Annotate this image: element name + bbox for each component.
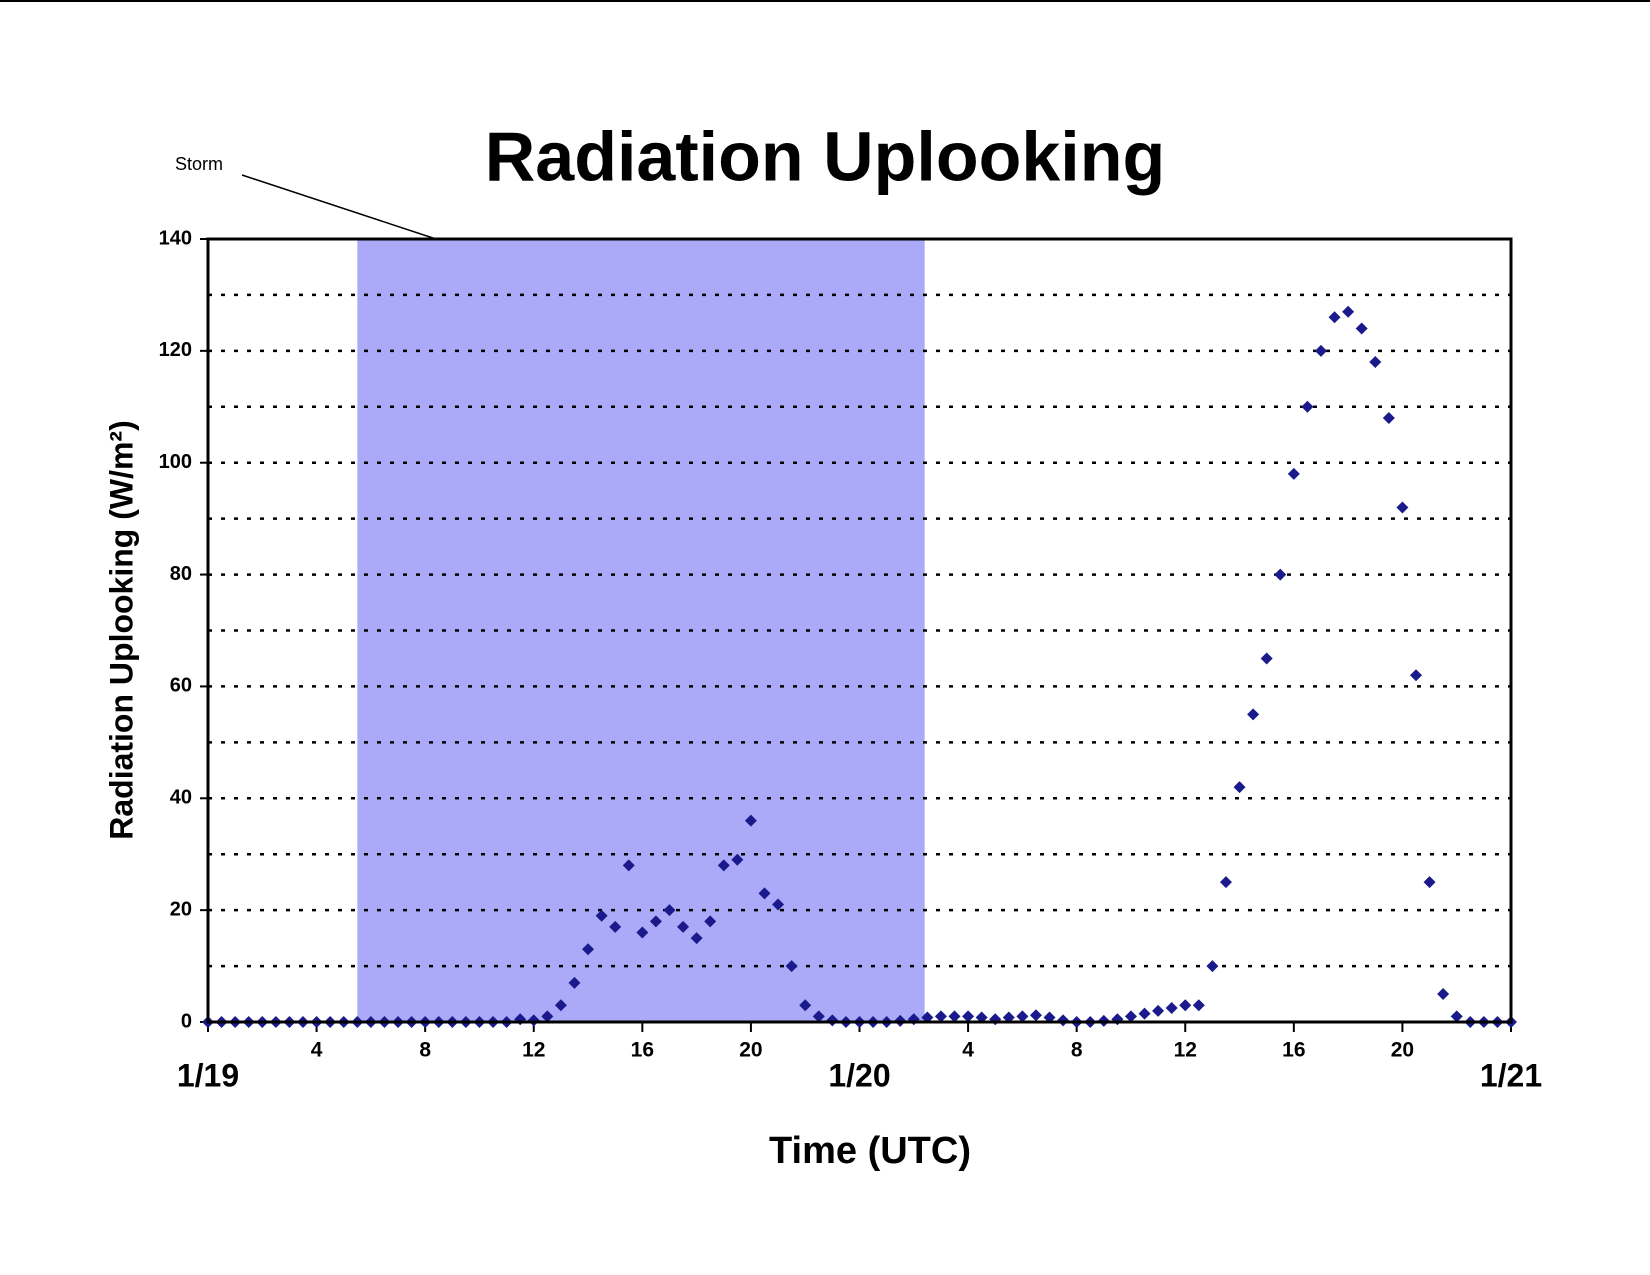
x-tick-label: 4: [311, 1039, 323, 1062]
data-point: [1233, 781, 1246, 794]
data-point: [1437, 988, 1450, 1001]
data-point: [554, 999, 567, 1012]
data-point: [1369, 356, 1382, 369]
x-tick-label: 12: [522, 1039, 545, 1062]
data-point: [1247, 708, 1260, 721]
x-date-label: 1/20: [828, 1057, 890, 1093]
x-tick-label: 8: [419, 1039, 431, 1062]
plot-frame: [206, 237, 1513, 1024]
data-point: [568, 976, 581, 989]
data-point: [717, 859, 730, 872]
x-tick-label: 20: [1391, 1039, 1414, 1062]
data-point: [663, 904, 676, 917]
data-point: [636, 926, 649, 939]
data-point: [1260, 652, 1273, 665]
data-point: [744, 814, 757, 827]
data-point: [758, 887, 771, 900]
data-point: [1355, 322, 1368, 335]
x-tick-label: 16: [631, 1039, 654, 1062]
y-tick-label: 40: [170, 787, 192, 809]
chart-title: Radiation Uplooking: [485, 117, 1166, 195]
data-point: [622, 859, 635, 872]
y-tick-label: 60: [170, 675, 192, 697]
data-point: [1029, 1009, 1042, 1022]
data-point: [799, 999, 812, 1012]
data-point: [690, 932, 703, 945]
data-point: [1450, 1010, 1463, 1023]
data-point: [1057, 1014, 1070, 1027]
x-tick-label: 20: [739, 1039, 762, 1062]
x-axis-title: Time (UTC): [769, 1130, 971, 1172]
annotation-text: Storm: [175, 154, 223, 174]
data-point: [785, 960, 798, 973]
data-point: [704, 915, 717, 928]
y-tick-label: 120: [159, 339, 192, 361]
data-point: [772, 898, 785, 911]
data-point: [1206, 960, 1219, 973]
x-tick-label: 16: [1282, 1039, 1305, 1062]
data-point: [1301, 400, 1314, 413]
data-point: [1423, 876, 1436, 889]
data-point: [731, 853, 744, 866]
data-point: [812, 1010, 825, 1023]
annotation-leader: [241, 174, 437, 240]
x-tick-label: 8: [1071, 1039, 1083, 1062]
data-point: [1192, 999, 1205, 1012]
data-point: [1314, 344, 1327, 357]
y-tick-label: 20: [170, 898, 192, 920]
data-point: [595, 909, 608, 922]
data-point: [948, 1010, 961, 1023]
data-point: [1274, 568, 1287, 581]
y-tick-label: 0: [181, 1010, 192, 1032]
data-point: [1396, 501, 1409, 514]
y-tick-label: 100: [159, 451, 192, 473]
data-point: [1287, 467, 1300, 480]
data-point: [514, 1013, 527, 1026]
data-point: [1152, 1004, 1165, 1017]
data-point: [1124, 1010, 1137, 1023]
data-point: [677, 920, 690, 933]
data-point: [649, 915, 662, 928]
data-point: [962, 1010, 975, 1023]
data-point: [1342, 305, 1355, 318]
data-point: [541, 1010, 554, 1023]
data-point: [989, 1013, 1002, 1026]
x-date-label: 1/21: [1480, 1057, 1542, 1093]
data-point: [1016, 1010, 1029, 1023]
data-point: [1382, 411, 1395, 424]
data-point: [582, 943, 595, 956]
data-point: [907, 1013, 920, 1026]
y-axis-title: Radiation Uplooking (W/m²): [103, 420, 139, 840]
y-tick-label: 80: [170, 563, 192, 585]
data-point: [1179, 999, 1192, 1012]
data-point: [934, 1010, 947, 1023]
data-point: [609, 920, 622, 933]
data-point: [1219, 876, 1232, 889]
data-point: [1328, 311, 1341, 324]
data-point: [1165, 1002, 1178, 1015]
data-point: [1409, 669, 1422, 682]
x-tick-label: 12: [1174, 1039, 1197, 1062]
data-point: [1138, 1007, 1151, 1020]
data-point: [1111, 1013, 1124, 1026]
x-tick-label: 4: [962, 1039, 974, 1062]
y-tick-label: 140: [159, 227, 192, 249]
x-date-label: 1/19: [177, 1057, 239, 1093]
